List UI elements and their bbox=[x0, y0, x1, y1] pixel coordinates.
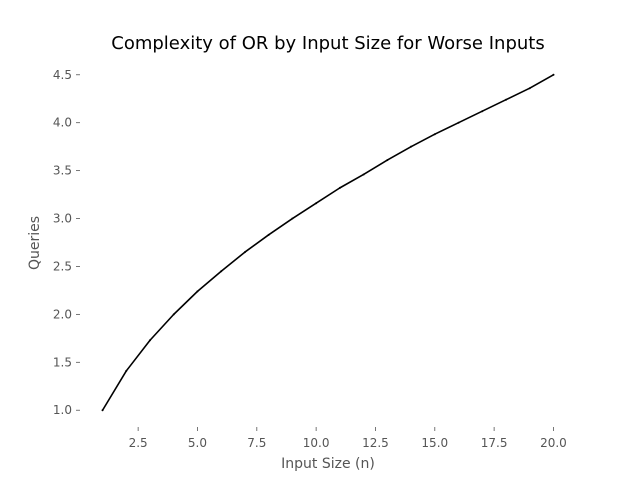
y-tick-label: 3.5 bbox=[53, 164, 72, 178]
data-point bbox=[243, 251, 246, 254]
data-point bbox=[338, 186, 341, 189]
x-tick-label: 2.5 bbox=[129, 436, 148, 450]
data-point bbox=[220, 270, 223, 273]
data-point bbox=[552, 73, 555, 76]
x-tick-label: 7.5 bbox=[247, 436, 266, 450]
x-axis-label: Input Size (n) bbox=[281, 456, 375, 472]
x-tick-label: 20.0 bbox=[540, 436, 567, 450]
x-tick-label: 15.0 bbox=[421, 436, 448, 450]
y-tick-label: 2.5 bbox=[53, 259, 72, 273]
y-tick-label: 4.0 bbox=[53, 116, 72, 130]
chart-title: Complexity of OR by Input Size for Worse… bbox=[111, 33, 544, 54]
x-tick-label: 12.5 bbox=[362, 436, 389, 450]
data-point bbox=[125, 369, 128, 372]
data-point bbox=[386, 159, 389, 162]
y-tick-label: 1.0 bbox=[53, 403, 72, 417]
series-line bbox=[101, 73, 555, 412]
data-point bbox=[410, 145, 413, 148]
y-axis-label: Queries bbox=[27, 216, 43, 270]
data-point bbox=[457, 121, 460, 124]
data-point bbox=[196, 290, 199, 293]
data-point bbox=[315, 202, 318, 205]
data-point bbox=[362, 173, 365, 176]
y-tick-label: 4.5 bbox=[53, 68, 72, 82]
plot-area: 2.5 5.0 7.5 10.0 12.5 15.0 17.5 20.0 1.0 1.5 2.0 2.… bbox=[53, 68, 567, 450]
data-point bbox=[291, 217, 294, 220]
x-tick-label: 17.5 bbox=[481, 436, 508, 450]
x-tick-label: 10.0 bbox=[303, 436, 330, 450]
x-tick-label: 5.0 bbox=[188, 436, 207, 450]
data-point bbox=[433, 133, 436, 136]
data-point bbox=[528, 87, 531, 90]
data-point bbox=[481, 110, 484, 113]
data-point bbox=[172, 313, 175, 316]
data-point bbox=[267, 233, 270, 236]
data-point bbox=[101, 409, 104, 412]
y-tick-label: 2.0 bbox=[53, 307, 72, 321]
data-point bbox=[149, 339, 152, 342]
y-tick-label: 1.5 bbox=[53, 355, 72, 369]
data-point bbox=[504, 98, 507, 101]
y-tick-label: 3.0 bbox=[53, 212, 72, 226]
